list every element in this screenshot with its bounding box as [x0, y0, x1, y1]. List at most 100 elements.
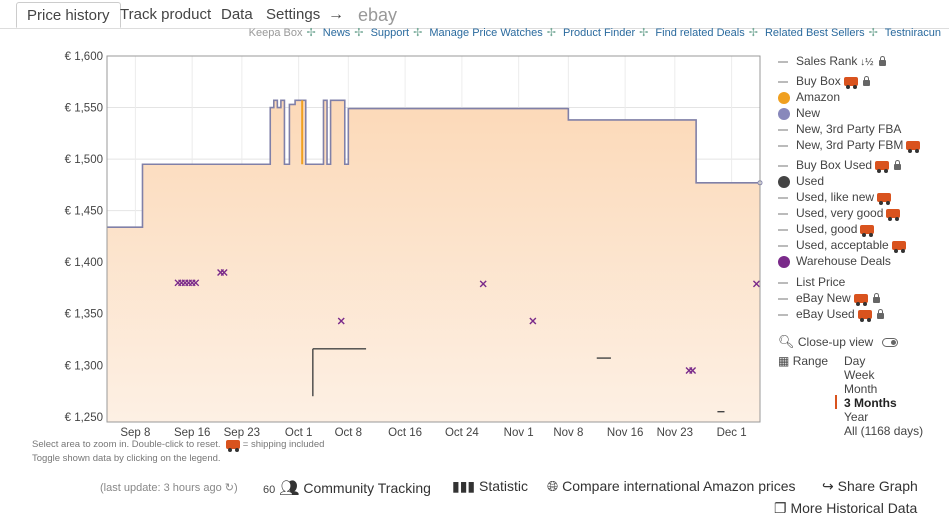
people-icon: 👥︎: [279, 480, 300, 497]
legend-item-used-like-new[interactable]: Used, like new: [778, 189, 892, 206]
truck-icon: [886, 209, 901, 222]
legend-dash-icon: [778, 144, 788, 147]
legend-item-new[interactable]: New: [778, 105, 820, 121]
y-tick-label: € 1,450: [65, 206, 103, 218]
truck-icon: [843, 77, 858, 90]
link-product-finder[interactable]: Product Finder: [562, 27, 636, 39]
x-tick-label: Oct 16: [388, 427, 422, 439]
truck-icon: [857, 310, 872, 323]
price-history-chart[interactable]: € 1,600 € 1,550 € 1,500 € 1,450 € 1,400 € 1,3…: [0, 40, 770, 440]
range-option-day[interactable]: Day: [844, 354, 866, 368]
legend-item-warehouse-deals[interactable]: Warehouse Deals: [778, 253, 891, 269]
ebay-logo[interactable]: ebay: [358, 5, 398, 25]
legend-dash-icon: [778, 313, 788, 316]
truck-icon: [906, 141, 921, 154]
range-option-all-1168-days-[interactable]: All (1168 days): [844, 424, 924, 438]
x-tick-label: Nov 23: [657, 427, 693, 439]
shipping-hint-text: = shipping included: [242, 439, 325, 450]
range-label: Range: [792, 354, 829, 368]
legend-item-used[interactable]: Used: [778, 173, 824, 189]
zoom-hint: Select area to zoom in. Double-click to …: [32, 439, 325, 452]
link-manage-price-watches[interactable]: Manage Price Watches: [429, 27, 543, 39]
x-tick-label: Oct 8: [335, 427, 362, 439]
y-tick-label: € 1,400: [65, 257, 103, 269]
x-tick-label: Oct 1: [285, 427, 312, 439]
x-tick-label: Nov 8: [553, 427, 583, 439]
legend-item-used-good[interactable]: Used, good: [778, 221, 875, 238]
lock-icon: [894, 159, 902, 170]
share-icon: ↪: [822, 478, 834, 494]
lock-icon: [876, 308, 884, 319]
link-find-related-deals[interactable]: Find related Deals: [655, 27, 745, 39]
legend-label: New, 3rd Party FBM: [796, 138, 904, 152]
legend-dash-icon: [778, 244, 788, 247]
legend-item-new-3rd-party-fbm[interactable]: New, 3rd Party FBM: [778, 137, 921, 154]
legend-label: New, 3rd Party FBA: [796, 122, 902, 136]
warehouse-deal-point: [752, 280, 760, 288]
legend-item-buy-box[interactable]: Buy Box: [778, 73, 870, 90]
range-option-week[interactable]: Week: [844, 368, 875, 382]
compare-label: Compare international Amazon prices: [562, 478, 796, 494]
legend-item-sales-rank[interactable]: Sales Rank ↓½: [778, 53, 886, 69]
x-tick-label: Oct 24: [445, 427, 479, 439]
tracking-count: 60: [263, 484, 276, 496]
tab-bar: Price history Track product Data Setting…: [0, 0, 949, 30]
closeup-toggle[interactable]: 🔍︎ Close-up view: [778, 334, 898, 350]
header-links: Keepa Box ✢ News ✢ Support ✢ Manage Price W…: [248, 27, 941, 39]
legend-dash-icon: [778, 196, 788, 199]
link-news[interactable]: News: [322, 27, 351, 39]
y-tick-label: € 1,350: [65, 309, 103, 321]
compare-prices-button[interactable]: 🌐︎ Compare international Amazon prices: [547, 478, 796, 495]
globe-icon: 🌐︎: [547, 478, 559, 494]
legend-label: Buy Box Used: [796, 158, 873, 172]
legend-dash-icon: [778, 281, 788, 284]
x-tick-label: Sep 23: [224, 427, 260, 439]
community-tracking-button[interactable]: 60 👥︎ Community Tracking: [263, 478, 431, 498]
bar-chart-icon: ▮▮▮: [452, 478, 476, 494]
plot-border: [106, 55, 761, 423]
lock-icon: [862, 75, 870, 86]
link-related-best-sellers[interactable]: Related Best Sellers: [764, 27, 865, 39]
legend-item-used-acceptable[interactable]: Used, acceptable: [778, 237, 906, 254]
range-option-3-months[interactable]: 3 Months: [844, 396, 897, 410]
legend-item-ebay-new[interactable]: eBay New: [778, 290, 880, 307]
link-user[interactable]: Testniracun: [884, 27, 941, 39]
tab-price-history[interactable]: Price history: [16, 2, 121, 28]
tab-data[interactable]: Data: [221, 6, 253, 23]
legend-label: Buy Box: [796, 74, 841, 88]
arrow-right-icon: →: [328, 6, 344, 23]
range-selected-marker: [835, 395, 837, 409]
x-tick-label: Sep 8: [120, 427, 150, 439]
y-tick-label: € 1,550: [65, 103, 103, 115]
closeup-label: Close-up view: [797, 335, 874, 349]
legend-item-buy-box-used[interactable]: Buy Box Used: [778, 157, 902, 174]
truck-icon: [226, 439, 241, 452]
new-series-line: [107, 99, 760, 228]
legend-item-list-price[interactable]: List Price: [778, 274, 845, 290]
tab-track-product[interactable]: Track product: [120, 6, 212, 23]
legend-label: eBay Used: [796, 307, 855, 321]
tab-settings[interactable]: Settings: [266, 6, 321, 23]
share-graph-button[interactable]: ↪ Share Graph: [822, 478, 918, 495]
statistic-label: Statistic: [479, 478, 529, 494]
legend-item-new-3rd-party-fba[interactable]: New, 3rd Party FBA: [778, 121, 901, 137]
legend-dash-icon: [778, 60, 788, 63]
y-tick-label: € 1,300: [65, 360, 103, 372]
link-support[interactable]: Support: [370, 27, 410, 39]
range-option-year[interactable]: Year: [844, 410, 869, 424]
statistic-button[interactable]: ▮▮▮ Statistic: [452, 478, 528, 495]
range-option-month[interactable]: Month: [844, 382, 878, 396]
legend-label: eBay New: [796, 291, 851, 305]
truck-icon: [891, 241, 906, 254]
legend-item-amazon[interactable]: Amazon: [778, 89, 840, 105]
more-historical-data-button[interactable]: ❐ More Historical Data: [774, 500, 917, 517]
last-update: (last update: 3 hours ago ↻): [100, 481, 238, 494]
legend-label: Amazon: [796, 90, 841, 104]
legend-item-used-very-good[interactable]: Used, very good: [778, 205, 901, 222]
legend-label: Used: [796, 174, 825, 188]
link-keepa-box[interactable]: Keepa Box: [248, 27, 303, 39]
new-series-area: [107, 100, 760, 422]
refresh-icon[interactable]: ↻): [224, 482, 238, 494]
toggle-icon[interactable]: [881, 338, 898, 348]
legend-item-ebay-used[interactable]: eBay Used: [778, 306, 884, 323]
